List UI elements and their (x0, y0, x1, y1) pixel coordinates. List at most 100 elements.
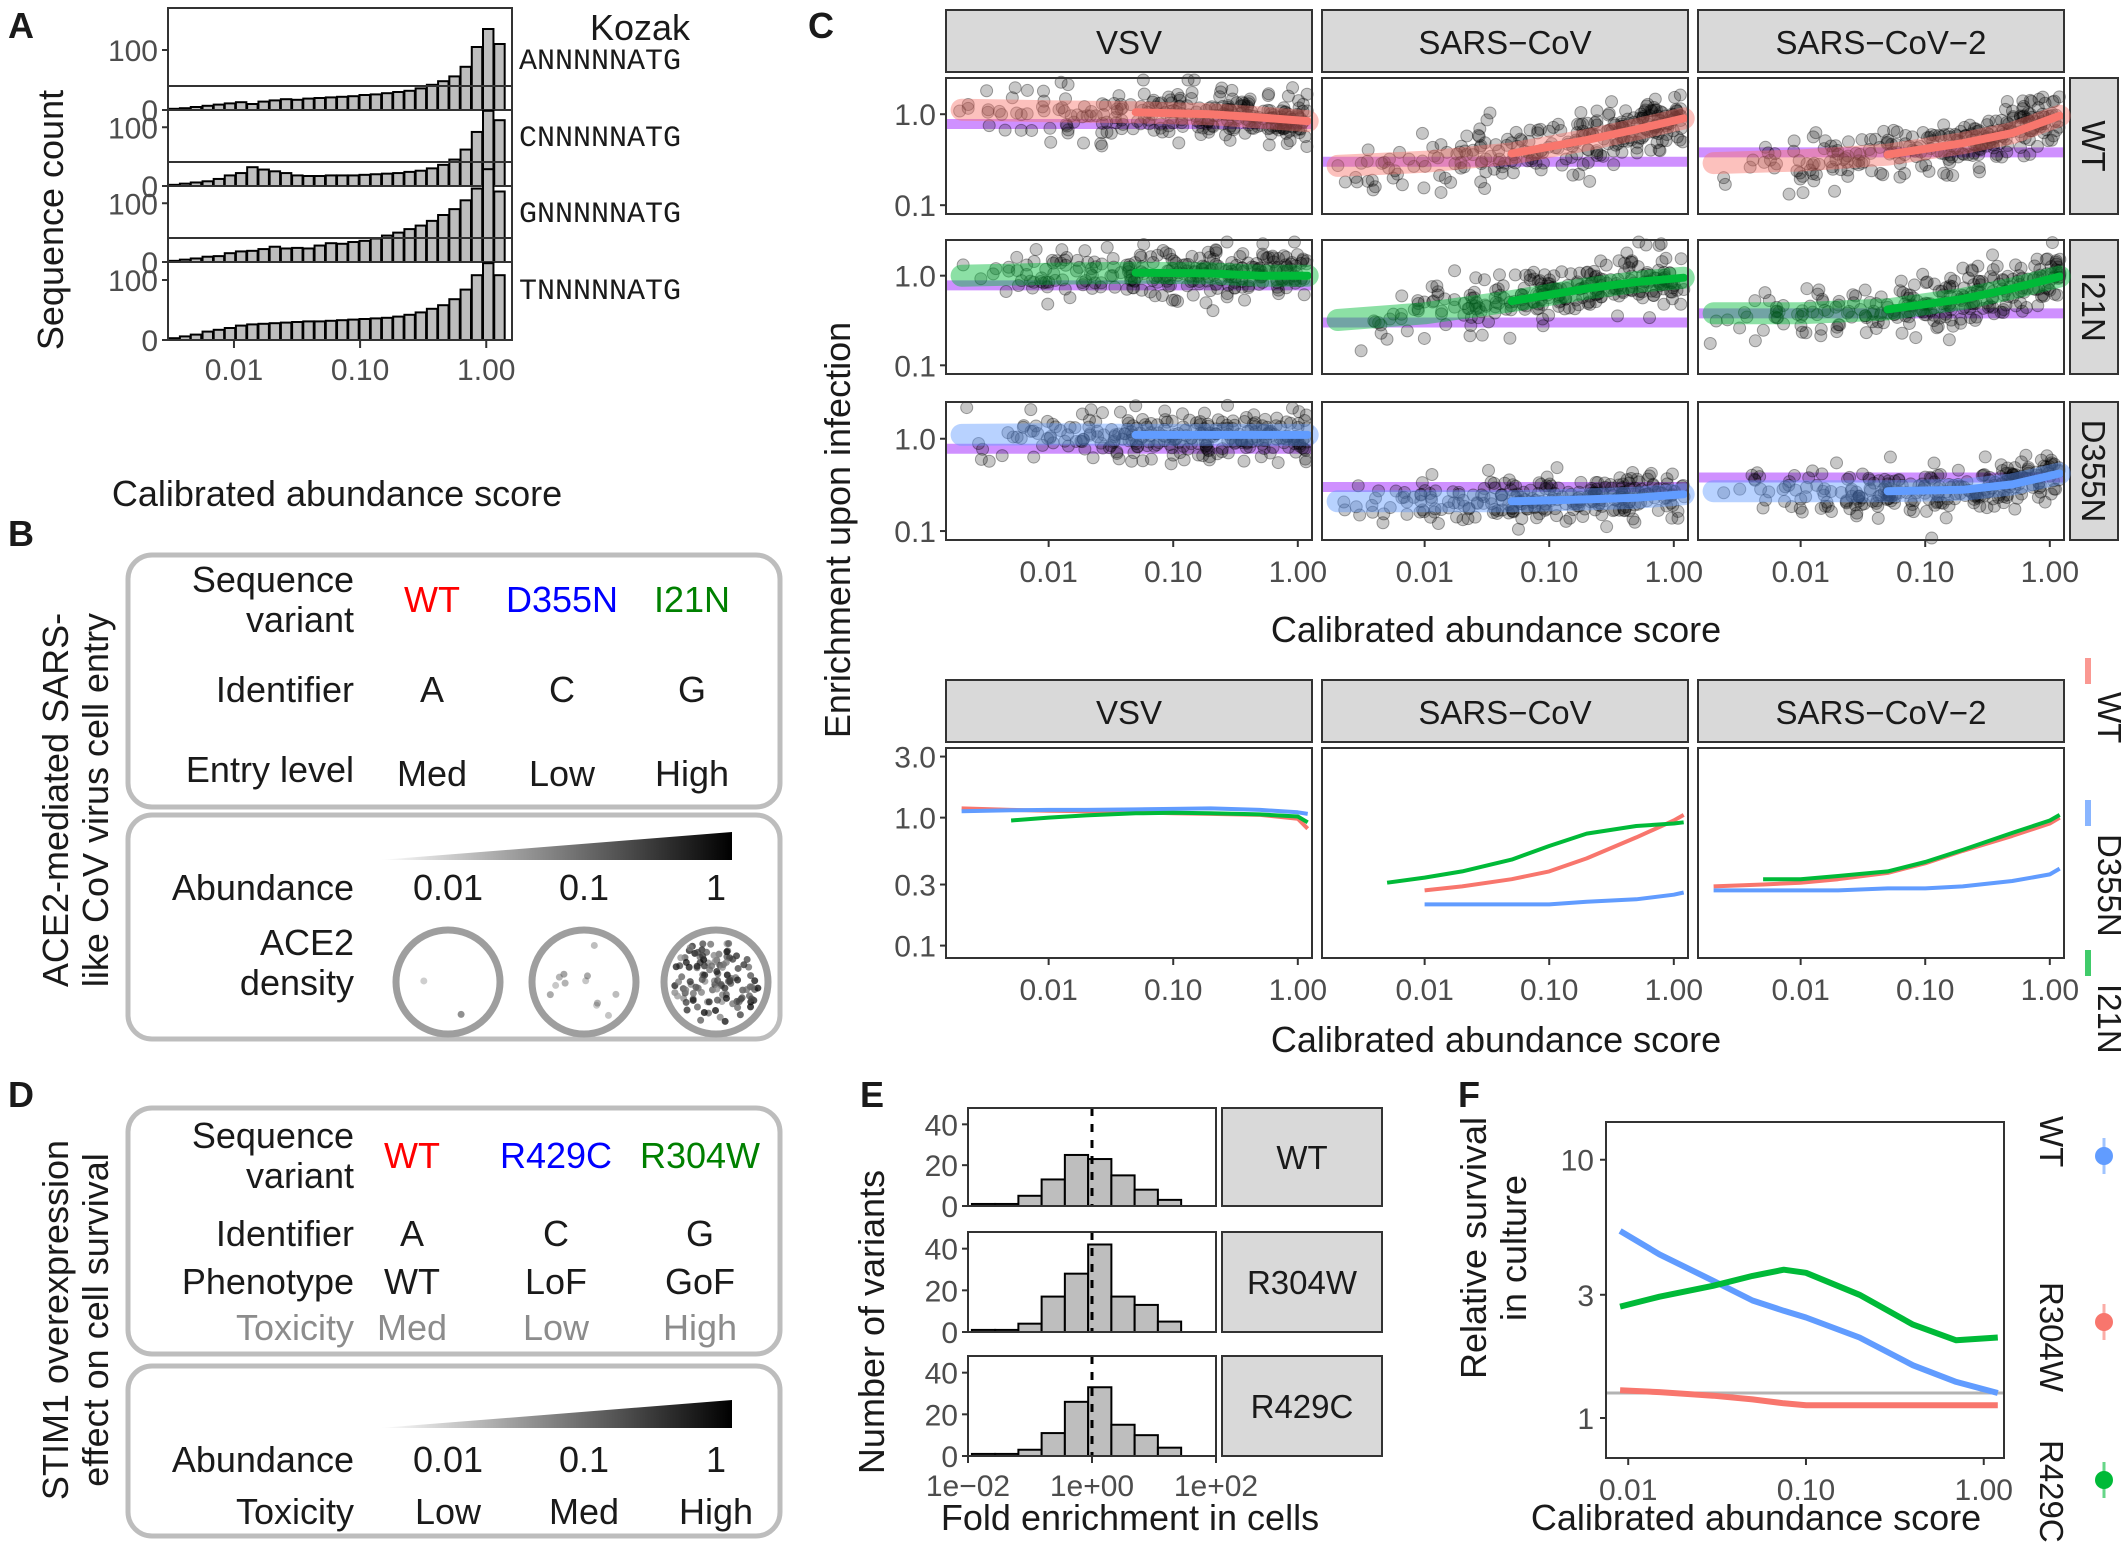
panel-c-point (1852, 158, 1866, 172)
panel-c-point (1084, 104, 1098, 118)
panel-c-point (1527, 265, 1541, 279)
panel-c-point (1957, 147, 1971, 161)
panel-c-point (1660, 499, 1674, 513)
panel-c-point (1026, 424, 1040, 438)
panel-c-point (1855, 491, 1869, 505)
panel-c-point (1479, 165, 1493, 179)
panel-c-point (1040, 280, 1054, 294)
panel-c-point (986, 267, 1000, 281)
panel-c-point (1673, 88, 1687, 102)
panel-c-point (1113, 405, 1127, 419)
panel-c-point (1367, 314, 1381, 328)
panel-f-y-tick-label: 3 (1577, 1280, 1594, 1313)
panel-d-side-label-1: STIM1 overexpression (35, 1140, 76, 1500)
panel-c-point (1199, 438, 1213, 452)
panel-c-point (1792, 154, 1806, 168)
panel-c-point (1649, 103, 1663, 117)
panel-a-bar (313, 97, 327, 111)
panel-c-point (1989, 149, 2003, 163)
panel-c-point (1664, 285, 1678, 299)
panel-c-point (1972, 274, 1986, 288)
panel-c-point (1580, 265, 1594, 279)
panel-c-point (1466, 148, 1480, 162)
panel-c-point (1433, 168, 1447, 182)
panel-b-abundance-gradient (380, 832, 732, 860)
panel-c-point (1478, 136, 1492, 150)
panel-d-identifier-c: C (543, 1213, 569, 1254)
panel-c-point (1793, 501, 1807, 515)
panel-c-point (1585, 481, 1599, 495)
panel-c-point (1880, 135, 1894, 149)
panel-d-toxicity-med: Med (377, 1307, 447, 1348)
panel-c-point (1564, 267, 1578, 281)
panel-c-point (1720, 313, 1734, 327)
panel-c-point (1853, 303, 1867, 317)
panel-c-point (1534, 477, 1548, 491)
ace2-dot (420, 977, 428, 985)
panel-c-point (1144, 250, 1158, 264)
panel-a-bar (291, 321, 304, 341)
panel-c-y-tick-label: 1.0 (894, 99, 936, 132)
panel-c-point (1588, 270, 1602, 284)
panel-c-point (1893, 157, 1907, 171)
panel-c-point (1450, 147, 1464, 161)
panel-c-point (1202, 122, 1216, 136)
panel-c-point (1830, 325, 1844, 339)
panel-c-point (1172, 136, 1186, 150)
panel-d-variant-r304w: R304W (640, 1135, 760, 1176)
panel-a-bar (336, 319, 349, 342)
panel-c-point (1296, 441, 1310, 455)
panel-c-point (1920, 275, 1934, 289)
panel-e-bar (1133, 1188, 1159, 1207)
panel-c-point (1903, 288, 1917, 302)
panel-c-point (1415, 126, 1429, 140)
panel-c-point (1492, 268, 1506, 282)
panel-c-point (1097, 108, 1111, 122)
panel-a-bar (212, 328, 226, 341)
panel-c-point (1790, 164, 1804, 178)
panel-c-point (1583, 174, 1597, 188)
panel-c-point (1502, 506, 1516, 520)
panel-c-point (1120, 422, 1134, 436)
panel-c-point (1622, 476, 1636, 490)
ace2-dot (743, 955, 751, 963)
panel-d-phenotype-gof: GoF (665, 1261, 735, 1302)
panel-c-point (1050, 254, 1064, 268)
panel-c-point (1670, 283, 1684, 297)
panel-c-point (1532, 476, 1546, 490)
panel-a-bar (403, 89, 416, 112)
panel-c-point (2038, 495, 2052, 509)
panel-c-point (1552, 299, 1566, 313)
ace2-dot (697, 1016, 705, 1024)
panel-c-point (1858, 283, 1872, 297)
panel-c-point (1100, 240, 1114, 254)
panel-c-point (1873, 309, 1887, 323)
panel-c-point (1010, 250, 1024, 264)
panel-c-point (1832, 318, 1846, 332)
ace2-dot (677, 954, 685, 962)
panel-c-point (1973, 143, 1987, 157)
ace2-dot (612, 990, 620, 998)
panel-c-point (1581, 116, 1595, 130)
panel-c-point (1416, 503, 1430, 517)
panel-e-bar (1087, 1158, 1113, 1207)
panel-a-bar (358, 173, 371, 187)
panel-c-point (1361, 174, 1375, 188)
panel-d-abundance-001: 0.01 (413, 1439, 483, 1480)
panel-c-point (1540, 479, 1554, 493)
panel-c-point (1919, 308, 1933, 322)
panel-c-point (1442, 501, 1456, 515)
panel-a-y-tick-label: 0 (141, 95, 158, 128)
panel-a-bar (313, 244, 327, 264)
panel-c-point (1770, 304, 1784, 318)
panel-c-point (1943, 281, 1957, 295)
panel-c-point (1207, 252, 1221, 266)
panel-c-point (1136, 412, 1150, 426)
panel-c-point (1415, 154, 1429, 168)
panel-c-point (1083, 109, 1097, 123)
panel-c-point (1075, 407, 1089, 421)
panel-c-point (2047, 94, 2061, 108)
panel-c-point (1800, 157, 1814, 171)
panel-c-point (1146, 95, 1160, 109)
panel-c-point (1499, 302, 1513, 316)
